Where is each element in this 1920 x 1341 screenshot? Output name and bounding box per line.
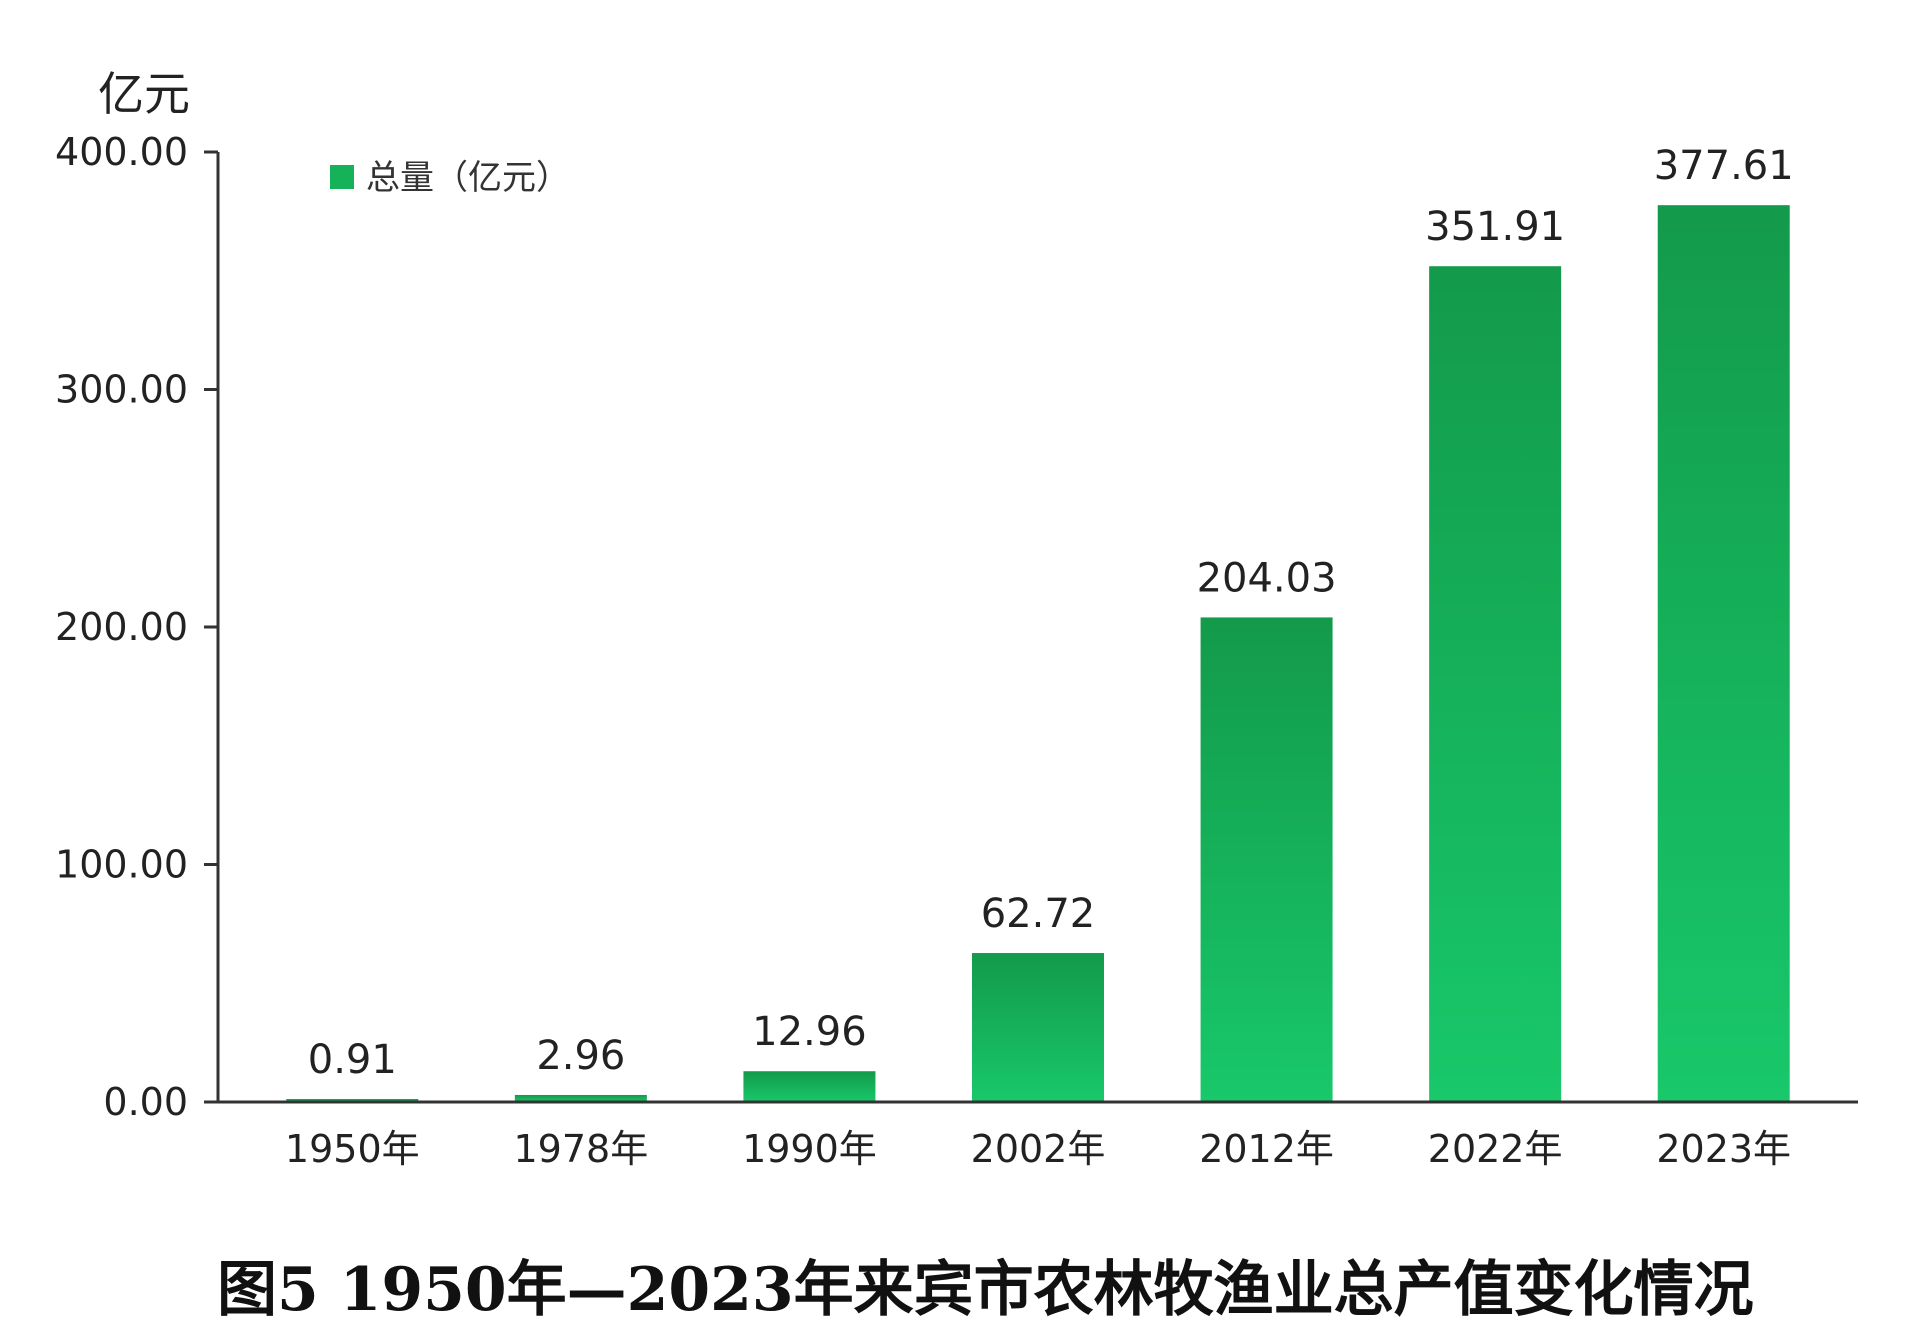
- x-category-label: 2022年: [1428, 1127, 1563, 1171]
- y-axis-ticks: 0.00 100.00 200.00 300.00 400.00: [55, 130, 218, 1124]
- bar-value-label: 377.61: [1654, 143, 1794, 189]
- value-labels: 0.91 2.96 12.96 62.72 204.03 351.91 377.61: [308, 143, 1794, 1083]
- bar-value-label: 62.72: [981, 891, 1096, 937]
- x-category-label: 1950年: [285, 1127, 420, 1171]
- bar-5: [1200, 617, 1333, 1102]
- bar-value-label: 351.91: [1425, 204, 1565, 250]
- y-tick-label: 400.00: [55, 130, 188, 174]
- legend-label: 总量（亿元）: [366, 158, 570, 198]
- bar-value-label: 0.91: [308, 1037, 397, 1083]
- bar-value-label: 12.96: [752, 1009, 867, 1055]
- y-axis-unit-label: 亿元: [98, 67, 190, 121]
- y-tick-label: 0.00: [103, 1080, 188, 1124]
- legend-swatch: [330, 165, 354, 189]
- legend: 总量（亿元）: [330, 158, 570, 198]
- y-tick-label: 300.00: [55, 368, 188, 412]
- x-category-label: 1978年: [513, 1127, 648, 1171]
- bar-3: [743, 1071, 876, 1102]
- bar-value-label: 204.03: [1197, 555, 1337, 601]
- x-category-label: 2012年: [1199, 1127, 1334, 1171]
- y-tick-label: 100.00: [55, 843, 188, 887]
- bar-7: [1657, 205, 1790, 1102]
- bar-2: [514, 1094, 647, 1102]
- y-tick-label: 200.00: [55, 605, 188, 649]
- bar-value-label: 2.96: [536, 1033, 625, 1079]
- bar-4: [972, 953, 1104, 1102]
- bars: [286, 205, 1790, 1102]
- x-category-label: 1990年: [742, 1127, 877, 1171]
- bar-6: [1429, 266, 1562, 1102]
- x-category-label: 2023年: [1656, 1127, 1791, 1171]
- chart-caption: 图5 1950年—2023年来宾市农林牧渔业总产值变化情况: [217, 1255, 1754, 1325]
- x-axis-labels: 1950年 1978年 1990年 2002年 2012年 2022年 2023年: [285, 1127, 1791, 1171]
- x-category-label: 2002年: [971, 1127, 1106, 1171]
